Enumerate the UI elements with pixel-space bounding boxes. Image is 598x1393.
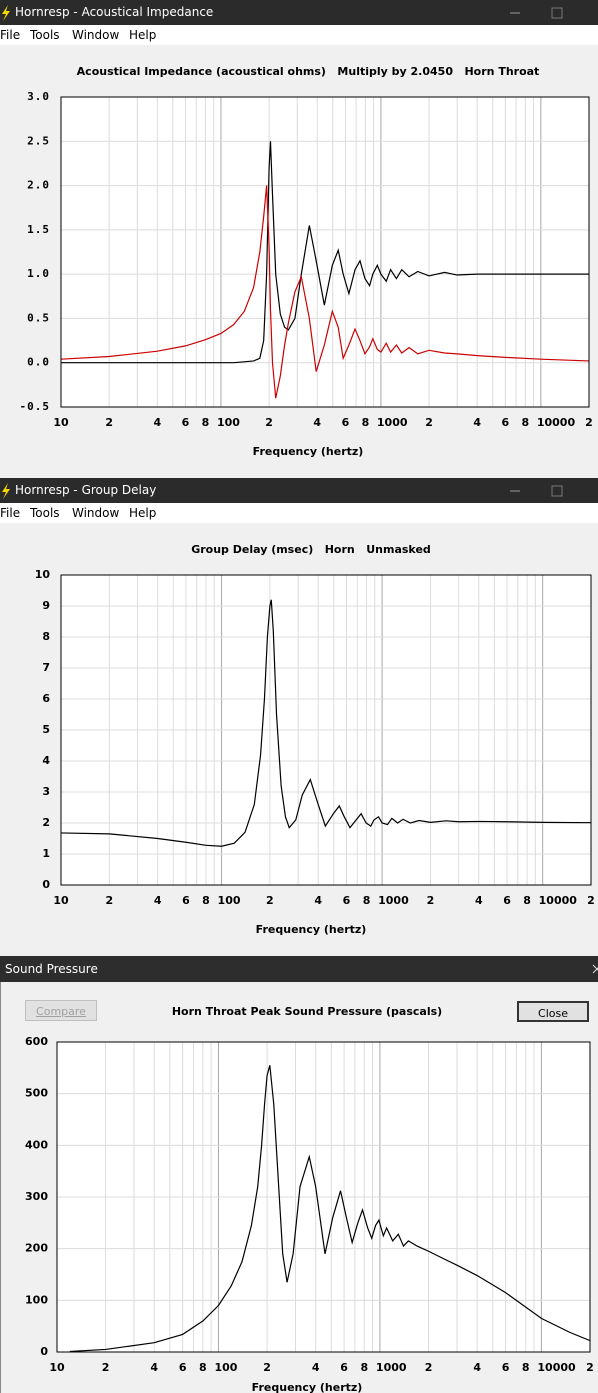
title-bar: Hornresp - Acoustical Impedance — [0, 0, 598, 25]
menu-item[interactable]: Window — [72, 506, 120, 520]
menu-bar: File Tools Window Help — [0, 25, 598, 45]
window-title: Sound Pressure — [5, 962, 98, 976]
menu-item[interactable]: Tools — [30, 506, 60, 520]
menu-item[interactable]: Window — [72, 28, 120, 42]
title-bar: Hornresp - Group Delay — [0, 478, 598, 503]
window-controls[interactable] — [505, 0, 595, 25]
window-client — [0, 45, 598, 478]
menu-item[interactable]: Help — [129, 506, 157, 520]
window-client — [0, 523, 598, 956]
menu-item[interactable]: Tools — [30, 28, 60, 42]
window-title: Hornresp - Group Delay — [15, 483, 157, 497]
app-icon — [2, 483, 10, 499]
menu-item[interactable]: File — [0, 28, 21, 42]
window-title: Hornresp - Acoustical Impedance — [15, 5, 214, 19]
title-bar: Sound Pressure — [0, 956, 598, 982]
window-controls[interactable] — [505, 478, 595, 503]
menu-bar: File Tools Window Help — [0, 503, 598, 523]
close-control[interactable] — [590, 956, 598, 982]
menu-item[interactable]: File — [0, 506, 21, 520]
menu-item[interactable]: Help — [129, 28, 157, 42]
window-client — [0, 982, 598, 1393]
close-button[interactable]: Close — [517, 1001, 589, 1022]
compare-button[interactable]: Compare — [25, 1000, 97, 1021]
app-icon — [2, 5, 10, 21]
